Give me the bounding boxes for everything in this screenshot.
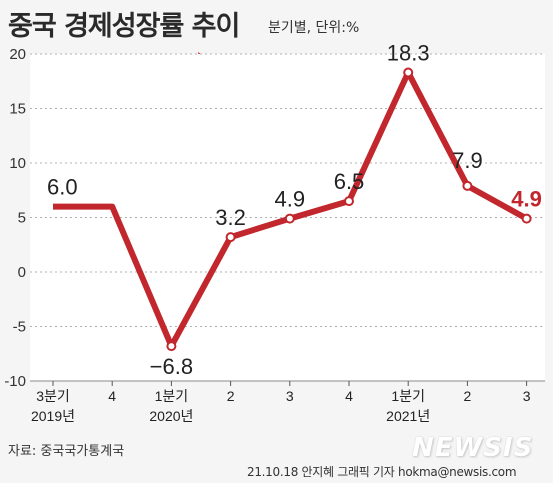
x-tick-label: 1분기 bbox=[391, 388, 425, 404]
y-tick-label: 15 bbox=[9, 101, 26, 118]
x-year-label: 2019년 bbox=[31, 408, 75, 424]
x-tick-label: 3 bbox=[286, 388, 294, 404]
data-point bbox=[462, 180, 473, 191]
data-label: 7.9 bbox=[452, 148, 483, 173]
data-point bbox=[521, 213, 532, 224]
data-point bbox=[166, 341, 177, 352]
y-axis-ticks: 20 15 10 5 0 -5 -10 bbox=[4, 46, 26, 390]
x-year-label: 2021년 bbox=[386, 408, 430, 424]
page-title: 중국 경제성장률 추이 bbox=[8, 11, 240, 42]
y-tick-label: 10 bbox=[9, 155, 26, 172]
data-label: 6.5 bbox=[334, 169, 365, 194]
credit-line: 21.10.18 안지혜 그래픽 기자 hokma@newsis.com bbox=[247, 465, 517, 479]
x-tick-label: 1분기 bbox=[155, 388, 189, 404]
data-label: 4.9 bbox=[275, 187, 306, 212]
data-point bbox=[284, 213, 295, 224]
x-tick-label: 2 bbox=[464, 388, 472, 404]
x-tick-label: 4 bbox=[345, 388, 353, 404]
data-label: −6.8 bbox=[150, 354, 193, 379]
y-tick-label: 0 bbox=[18, 264, 26, 281]
x-year-label: 2020년 bbox=[149, 408, 193, 424]
data-label: 6.0 bbox=[47, 175, 78, 200]
data-points bbox=[166, 67, 532, 352]
unit-note: 분기별, 단위:% bbox=[268, 20, 360, 36]
y-tick-label: -10 bbox=[4, 373, 26, 390]
x-tick-label: 3 bbox=[523, 388, 531, 404]
x-axis-ticks: 3분기 4 1분기 2 3 4 1분기 2 3 2019년 2020년 2021년 bbox=[31, 381, 531, 424]
x-tick-label: 4 bbox=[108, 388, 116, 404]
y-tick-label: 20 bbox=[9, 46, 26, 63]
x-tick-label: 2 bbox=[227, 388, 235, 404]
data-point bbox=[225, 232, 236, 243]
data-label: 4.9 bbox=[511, 187, 542, 212]
data-label: 3.2 bbox=[215, 205, 246, 230]
data-point bbox=[344, 196, 354, 207]
newsis-logo: NEWSIS bbox=[412, 433, 534, 463]
y-tick-label: 5 bbox=[18, 210, 26, 227]
data-point bbox=[403, 67, 414, 78]
data-labels: 6.0 −6.8 3.2 4.9 6.5 18.3 7.9 4.9 bbox=[47, 41, 542, 380]
data-label: 18.3 bbox=[387, 41, 430, 66]
y-tick-label: -5 bbox=[13, 319, 26, 336]
x-tick-label: 3분기 bbox=[36, 388, 70, 404]
source-note: 자료: 중국국가통계국 bbox=[8, 444, 125, 459]
